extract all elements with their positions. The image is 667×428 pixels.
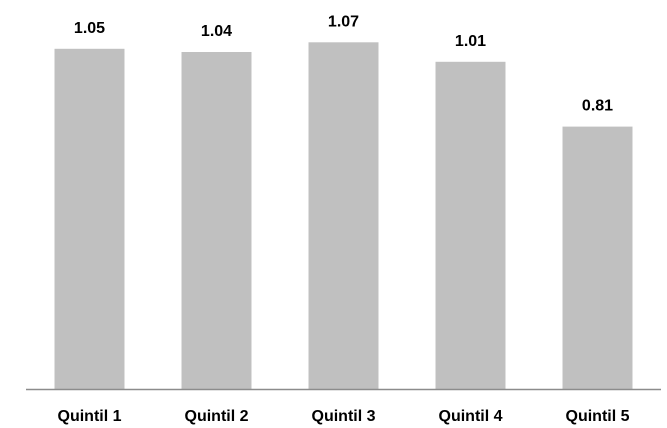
x-tick-label-4: Quintil 4: [439, 408, 503, 425]
bar-1: [54, 48, 125, 390]
bar-4: [435, 61, 506, 390]
value-label-1: 1.05: [74, 20, 105, 37]
value-label-2: 1.04: [201, 23, 232, 40]
x-tick-label-5: Quintil 5: [566, 408, 630, 425]
value-label-4: 1.01: [455, 33, 486, 50]
value-labels-group: 1.05 1.04 1.07 1.01 0.81: [74, 13, 613, 114]
x-tick-label-3: Quintil 3: [312, 408, 376, 425]
bars-group: [54, 42, 633, 390]
value-label-3: 1.07: [328, 13, 359, 30]
x-tick-label-1: Quintil 1: [58, 408, 122, 425]
bar-2: [181, 52, 252, 389]
bar-5: [562, 126, 633, 389]
x-tick-label-2: Quintil 2: [185, 408, 249, 425]
x-tick-labels-group: Quintil 1 Quintil 2 Quintil 3 Quintil 4 Quin…: [58, 408, 630, 425]
bar-3: [308, 42, 379, 390]
value-label-5: 0.81: [582, 98, 613, 115]
